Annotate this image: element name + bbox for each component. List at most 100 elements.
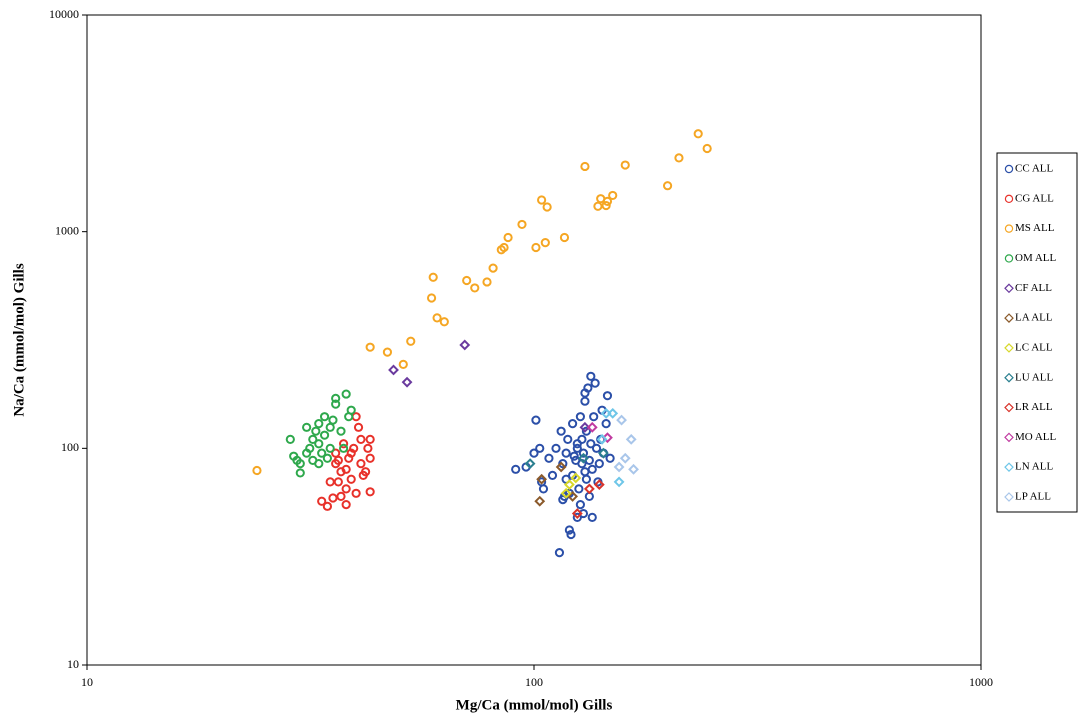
legend-marker (1004, 313, 1014, 323)
data-point (317, 448, 327, 458)
data-point (305, 443, 315, 453)
data-point (341, 499, 351, 510)
data-point (459, 339, 471, 351)
data-point (613, 461, 625, 473)
data-point (511, 464, 521, 474)
data-point (336, 426, 346, 436)
y-tick-label: 10 (67, 657, 79, 671)
y-axis-title: Na/Ca (mmol/mol) Gills (11, 263, 27, 416)
data-point (302, 422, 312, 432)
data-point (593, 479, 605, 491)
data-point (556, 426, 566, 436)
data-point (602, 196, 613, 206)
legend-marker (1004, 343, 1014, 353)
data-point (578, 448, 589, 458)
data-point (551, 443, 561, 453)
data-point (322, 501, 333, 511)
data-point (544, 453, 554, 463)
legend-label: LA ALL (1015, 312, 1053, 324)
data-point (586, 421, 598, 433)
data-point (365, 487, 375, 497)
data-point (620, 160, 630, 170)
data-point (349, 443, 359, 453)
data-point (581, 474, 592, 484)
data-point (462, 275, 472, 286)
data-point (616, 414, 627, 426)
data-point (572, 439, 582, 449)
data-point (572, 443, 582, 453)
data-point (346, 474, 356, 484)
data-point (586, 439, 596, 449)
data-point (580, 388, 590, 398)
data-point (319, 430, 330, 440)
legend-marker (1004, 283, 1014, 294)
data-point (317, 496, 327, 506)
legend-label: CC ALL (1015, 163, 1053, 175)
data-point (356, 459, 366, 469)
data-point (619, 452, 631, 464)
data-point (547, 470, 558, 481)
data-point (308, 434, 318, 444)
data-point (535, 443, 545, 453)
data-point (356, 434, 366, 444)
legend-marker (1004, 194, 1014, 204)
y-tick-label: 100 (61, 440, 79, 454)
data-point (590, 378, 600, 388)
data-point (363, 443, 373, 453)
data-point (252, 465, 262, 476)
data-point (563, 434, 573, 444)
data-point (365, 434, 375, 444)
data-point (341, 484, 351, 494)
data-point (587, 512, 597, 522)
data-point (601, 419, 611, 429)
data-point (428, 272, 438, 282)
data-point (574, 484, 584, 494)
data-point (554, 548, 565, 558)
data-point (531, 242, 541, 253)
data-point (587, 464, 597, 474)
data-point (360, 467, 371, 477)
data-point (432, 313, 442, 323)
data-point (607, 407, 619, 419)
legend-marker (1004, 254, 1014, 263)
data-point (662, 181, 673, 191)
data-point (338, 443, 349, 453)
data-point (540, 238, 550, 248)
legend-marker (1004, 462, 1014, 473)
data-point (336, 491, 346, 502)
data-point (702, 143, 712, 154)
data-point (426, 293, 437, 303)
data-point (591, 443, 602, 453)
data-point (488, 263, 498, 273)
data-point (341, 389, 351, 399)
legend-label: OM ALL (1015, 252, 1057, 264)
data-point (365, 453, 375, 463)
data-point (346, 405, 356, 415)
data-point (470, 283, 480, 293)
data-point (365, 342, 375, 352)
data-point (598, 447, 609, 459)
legend-marker (1004, 164, 1014, 174)
data-point (314, 419, 324, 429)
data-point (580, 161, 590, 172)
data-point (439, 317, 449, 327)
data-point (596, 433, 608, 445)
data-point (558, 494, 568, 505)
data-point (559, 232, 570, 243)
data-point (579, 421, 591, 433)
data-point (499, 242, 509, 253)
data-point (314, 439, 324, 449)
data-point (575, 499, 586, 510)
legend-label: CG ALL (1015, 192, 1054, 204)
data-point (333, 455, 343, 465)
data-point (602, 391, 613, 401)
data-point (628, 463, 639, 475)
data-point (625, 433, 637, 445)
x-tick-label: 1000 (969, 675, 993, 689)
data-point (566, 529, 576, 540)
legend-marker (1004, 492, 1014, 502)
data-point (328, 493, 338, 503)
legend-label: LC ALL (1015, 341, 1053, 353)
